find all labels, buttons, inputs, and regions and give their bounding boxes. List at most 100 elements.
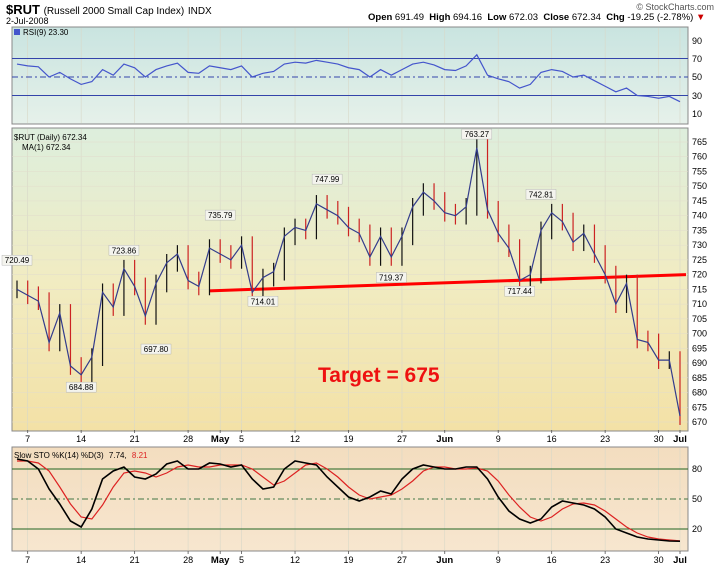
price-label: 735.79 [208, 211, 233, 220]
price-tick: 715 [692, 284, 707, 294]
open-value: 691.49 [394, 12, 424, 23]
high-label: High [429, 12, 451, 23]
price-label-box [504, 285, 535, 297]
x-tick-label: 21 [130, 555, 140, 565]
x-tick-label: 7 [25, 434, 30, 444]
x-tick-label: 16 [547, 434, 557, 444]
price-line [16, 147, 681, 417]
x-tick-label: 5 [239, 555, 244, 565]
price-label-box [204, 209, 236, 221]
chart-title: $RUT (Russell 2000 Small Cap Index) INDX [6, 2, 212, 17]
x-tick-label: 14 [76, 434, 86, 444]
rsi-line [16, 53, 681, 103]
chg-value: -19.25 (-2.78%) [627, 12, 694, 23]
price-label-box [108, 245, 140, 256]
price-tick: 700 [692, 329, 707, 339]
price-tick: 670 [692, 417, 707, 427]
sto-d-line [17, 460, 681, 542]
ma-legend: MA(1) 672.34 [22, 143, 71, 152]
x-tick-label: 27 [397, 434, 407, 444]
price-tick: 705 [692, 314, 707, 324]
x-tick-label: 28 [183, 434, 193, 444]
x-tick-label: 5 [239, 434, 244, 444]
price-label-box [247, 296, 279, 307]
sto-reference-lines [12, 468, 688, 530]
sto-legend: Slow STO %K(14) %D(3) 7.74, 8.21 [14, 451, 148, 460]
price-tick: 710 [692, 299, 707, 309]
quote-summary: Open 691.49 High 694.16 Low 672.03 Close… [368, 12, 705, 23]
sto-d-value: 8.21 [132, 451, 148, 460]
price-tick: 675 [692, 402, 707, 412]
price-tick: 765 [692, 137, 707, 147]
close-label: Close [543, 12, 570, 23]
price-label-box [376, 272, 407, 283]
chart-date: 2-Jul-2008 [6, 16, 49, 26]
rsi-tick: 90 [692, 36, 702, 46]
x-tick-label: May [211, 434, 230, 445]
price-tick: 755 [692, 166, 707, 176]
rsi-tick: 70 [692, 54, 702, 64]
price-tick: 695 [692, 343, 707, 353]
price-label: 697.80 [144, 345, 169, 354]
x-tick-label: 14 [76, 555, 86, 565]
x-tick-label: 30 [654, 555, 664, 565]
price-label: 719.37 [379, 273, 404, 282]
x-tick-label: 9 [496, 434, 501, 444]
sto-k-value: 7.74, [109, 451, 127, 460]
price-tick: 690 [692, 358, 707, 368]
x-tick-label: 9 [496, 555, 501, 565]
x-tick-label: 7 [25, 555, 30, 565]
x-tick-label: May [211, 555, 230, 566]
price-label: 763.27 [465, 130, 490, 139]
chg-label: Chg [606, 12, 625, 23]
price-tick: 745 [692, 196, 707, 206]
sto-k-line [16, 458, 681, 543]
price-label-box [525, 189, 557, 200]
price-label-box [140, 343, 172, 355]
price-tick: 735 [692, 225, 707, 235]
price-label-box [461, 128, 493, 140]
rsi-legend-swatch [14, 29, 20, 35]
rsi-axis-ticks: 90 70 50 30 10 [692, 36, 702, 119]
x-tick-label: Jun [436, 555, 453, 566]
price-label: 742.81 [529, 190, 554, 199]
price-label-box [311, 173, 343, 185]
rsi-panel [11, 26, 689, 125]
price-label-box [1, 254, 33, 266]
x-tick-label: 28 [183, 555, 193, 565]
target-annotation: Target = 675 [318, 364, 440, 387]
price-label-box [65, 381, 97, 393]
low-value: 672.03 [509, 12, 539, 23]
price-legend: $RUT (Daily) 672.34 [14, 133, 87, 142]
price-tick: 685 [692, 373, 707, 383]
x-tick-label: Jul [673, 434, 687, 445]
price-tick: 760 [692, 152, 707, 162]
copyright: © StockCharts.com [636, 2, 714, 12]
rsi-tick: 30 [692, 91, 702, 101]
price-tick: 680 [692, 388, 707, 398]
down-arrow-icon: ▼ [695, 12, 706, 23]
high-value: 694.16 [453, 12, 483, 23]
sto-tick: 80 [692, 464, 702, 474]
x-tick-label: 21 [130, 434, 140, 444]
x-tick-label: Jun [436, 434, 453, 445]
price-tick: 730 [692, 240, 707, 250]
x-tick-label: 12 [290, 555, 300, 565]
x-tick-label: 19 [343, 555, 353, 565]
price-label: 714.01 [251, 297, 276, 306]
price-axis-ticks: 765 760 755 750 745 740 735 730 725 720 715 710 705 7… [12, 137, 707, 427]
price-tick: 740 [692, 211, 707, 221]
rsi-tick: 10 [692, 109, 702, 119]
x-tick-label: Jul [673, 555, 687, 566]
x-tick-label: 23 [600, 434, 610, 444]
sto-tick: 20 [692, 524, 702, 534]
x-tick-label: 23 [600, 555, 610, 565]
symbol: $RUT [6, 2, 40, 17]
x-axis-middle: 7 14 21 28 May 5 12 19 27 Jun 9 16 23 30 Jul [25, 430, 687, 445]
sto-legend-prefix: Slow STO %K(14) %D(3) [14, 451, 104, 460]
sto-tick: 50 [692, 494, 702, 504]
x-tick-label: 19 [343, 434, 353, 444]
price-label: 717.44 [507, 287, 532, 296]
x-tick-label: 27 [397, 555, 407, 565]
